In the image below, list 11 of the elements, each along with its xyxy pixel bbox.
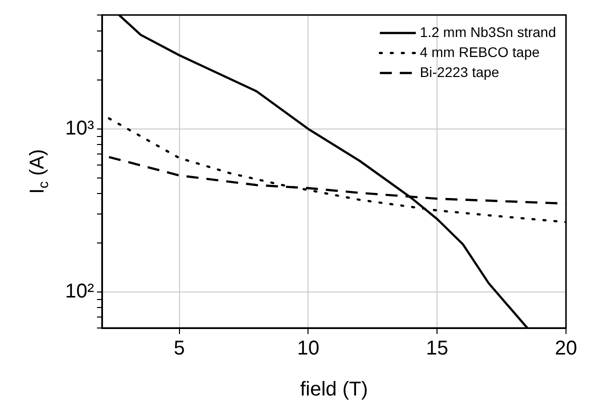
x-tick-label: 5 (174, 338, 185, 360)
legend-label: Bi-2223 tape (420, 64, 500, 80)
x-tick-label: 20 (554, 338, 578, 360)
y-axis-title: Ic (A) (26, 149, 51, 194)
x-axis-title: field (T) (300, 378, 368, 401)
legend-label: 1.2 mm Nb3Sn strand (420, 24, 556, 40)
y-tick-label: 10² (65, 280, 94, 302)
x-tick-label: 15 (426, 338, 448, 360)
y-tick-label: 10³ (65, 117, 94, 140)
x-tick-label: 10 (297, 338, 320, 360)
legend-label: 4 mm REBCO tape (420, 44, 540, 60)
